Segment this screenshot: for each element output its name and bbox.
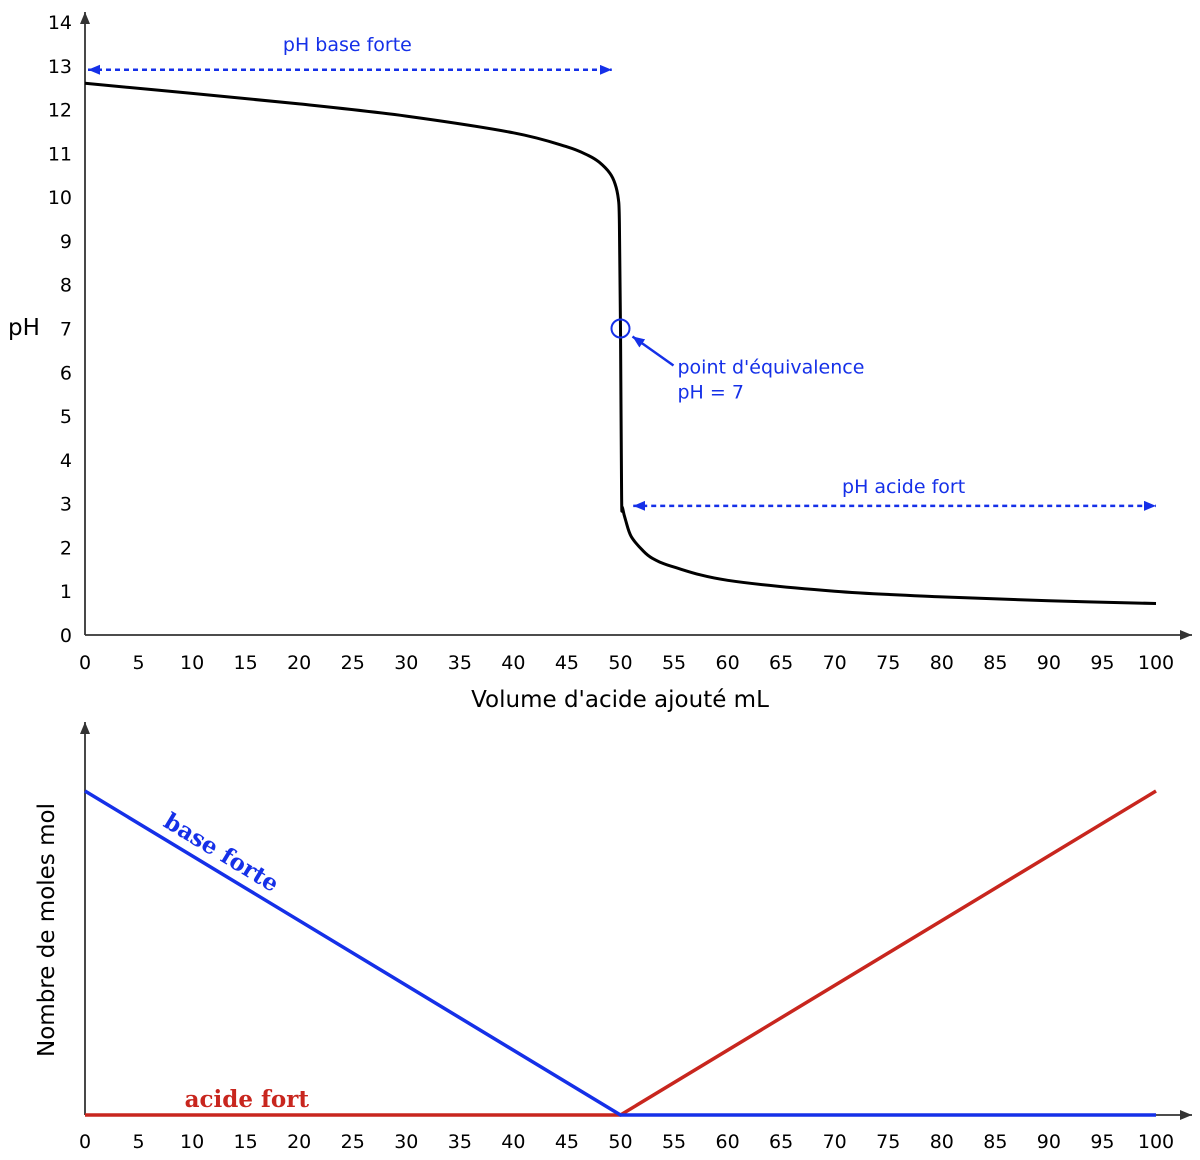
ph-x-tick-label: 70	[823, 652, 847, 674]
ph-x-tick-label: 10	[180, 652, 204, 674]
ph-x-tick-label: 95	[1090, 652, 1114, 674]
ph-x-tick-label: 5	[133, 652, 145, 674]
ph-y-tick-label: 7	[60, 319, 72, 341]
ph-y-tick-label: 13	[48, 56, 72, 78]
ph-y-tick-label: 1	[60, 581, 72, 603]
ph-x-tick-label: 25	[341, 652, 365, 674]
moles-x-tick-label: 30	[394, 1131, 418, 1153]
ph-x-tick-label: 30	[394, 652, 418, 674]
moles-x-tick-label: 25	[341, 1131, 365, 1153]
base-series-line	[84, 789, 1156, 1117]
moles-x-tick-label: 80	[930, 1131, 954, 1153]
ph-y-tick-label: 12	[48, 100, 72, 122]
ph-x-tick-label: 90	[1037, 652, 1061, 674]
moles-x-tick-label: 100	[1138, 1131, 1174, 1153]
acid-series-label: acide fort	[185, 1086, 310, 1113]
ph-x-tick-label: 0	[79, 652, 91, 674]
moles-x-tick-label: 20	[287, 1131, 311, 1153]
ph-y-tick-label: 9	[60, 231, 72, 253]
moles-x-tick-label: 50	[608, 1131, 632, 1153]
ph-x-tick-label: 75	[876, 652, 900, 674]
moles-x-tick-label: 15	[234, 1131, 258, 1153]
moles-x-tick-label: 65	[769, 1131, 793, 1153]
ph-y-tick-label: 5	[60, 406, 72, 428]
acid-series-line	[85, 789, 1157, 1117]
ph-y-tick-label: 11	[48, 143, 72, 165]
ph-x-tick-label: 100	[1138, 652, 1174, 674]
ph-x-tick-labels: 0 5 10 15 20 25 30 35 40 45 50 55 60 65 70 75 80 85 90 95 10…	[79, 652, 1174, 674]
equivalence-pointer-arrow	[631, 335, 675, 367]
moles-x-tick-label: 45	[555, 1131, 579, 1153]
ph-x-tick-label: 15	[234, 652, 258, 674]
equivalence-ph-label: pH = 7	[678, 382, 744, 404]
ph-x-tick-label: 45	[555, 652, 579, 674]
moles-x-tick-label: 70	[823, 1131, 847, 1153]
ph-annotations: pH base forte pH acide fort point d'équi…	[88, 34, 1156, 511]
ph-x-tick-label: 85	[983, 652, 1007, 674]
ph-x-tick-label: 50	[608, 652, 632, 674]
moles-x-tick-label: 55	[662, 1131, 686, 1153]
ph-y-tick-label: 3	[60, 494, 72, 516]
base-range-label: pH base forte	[283, 34, 412, 56]
moles-x-tick-label: 85	[983, 1131, 1007, 1153]
moles-x-tick-label: 5	[133, 1131, 145, 1153]
ph-titration-chart: 0 5 10 15 20 25 30 35 40 45 50 55 60 65 70 75 80 85 90 95 10…	[8, 12, 1192, 713]
moles-x-tick-label: 35	[448, 1131, 472, 1153]
ph-x-tick-label: 55	[662, 652, 686, 674]
moles-x-tick-label: 10	[180, 1131, 204, 1153]
moles-y-axis-title: Nombre de moles mol	[34, 803, 60, 1057]
moles-x-tick-label: 90	[1037, 1131, 1061, 1153]
ph-x-tick-label: 65	[769, 652, 793, 674]
base-series-label: base forte	[159, 808, 284, 898]
ph-y-tick-label: 0	[60, 625, 72, 647]
moles-chart: 0 5 10 15 20 25 30 35 40 45 50 55 60 65 70 75 80 85 90 95 10…	[34, 722, 1192, 1153]
moles-x-tick-label: 60	[716, 1131, 740, 1153]
equivalence-label: point d'équivalence	[678, 357, 865, 379]
ph-x-tick-label: 60	[716, 652, 740, 674]
ph-y-tick-label: 10	[48, 187, 72, 209]
moles-x-tick-label: 95	[1090, 1131, 1114, 1153]
ph-x-tick-label: 35	[448, 652, 472, 674]
moles-x-tick-labels: 0 5 10 15 20 25 30 35 40 45 50 55 60 65 70 75 80 85 90 95 10…	[79, 1131, 1174, 1153]
ph-curve-series	[84, 81, 1157, 605]
ph-y-tick-label: 6	[60, 362, 72, 384]
ph-x-axis-title: Volume d'acide ajouté mL	[471, 687, 769, 713]
ph-y-tick-label: 4	[60, 450, 72, 472]
ph-x-tick-label: 40	[501, 652, 525, 674]
moles-x-tick-label: 0	[79, 1131, 91, 1153]
equivalence-point-marker	[610, 318, 631, 339]
acid-range-label: pH acide fort	[842, 476, 965, 498]
ph-y-tick-label: 14	[48, 12, 72, 34]
ph-y-axis-title: pH	[8, 315, 40, 341]
ph-y-tick-label: 2	[60, 537, 72, 559]
ph-x-tick-label: 80	[930, 652, 954, 674]
moles-x-tick-label: 40	[501, 1131, 525, 1153]
moles-x-tick-label: 75	[876, 1131, 900, 1153]
ph-y-tick-label: 8	[60, 275, 72, 297]
ph-x-tick-label: 20	[287, 652, 311, 674]
